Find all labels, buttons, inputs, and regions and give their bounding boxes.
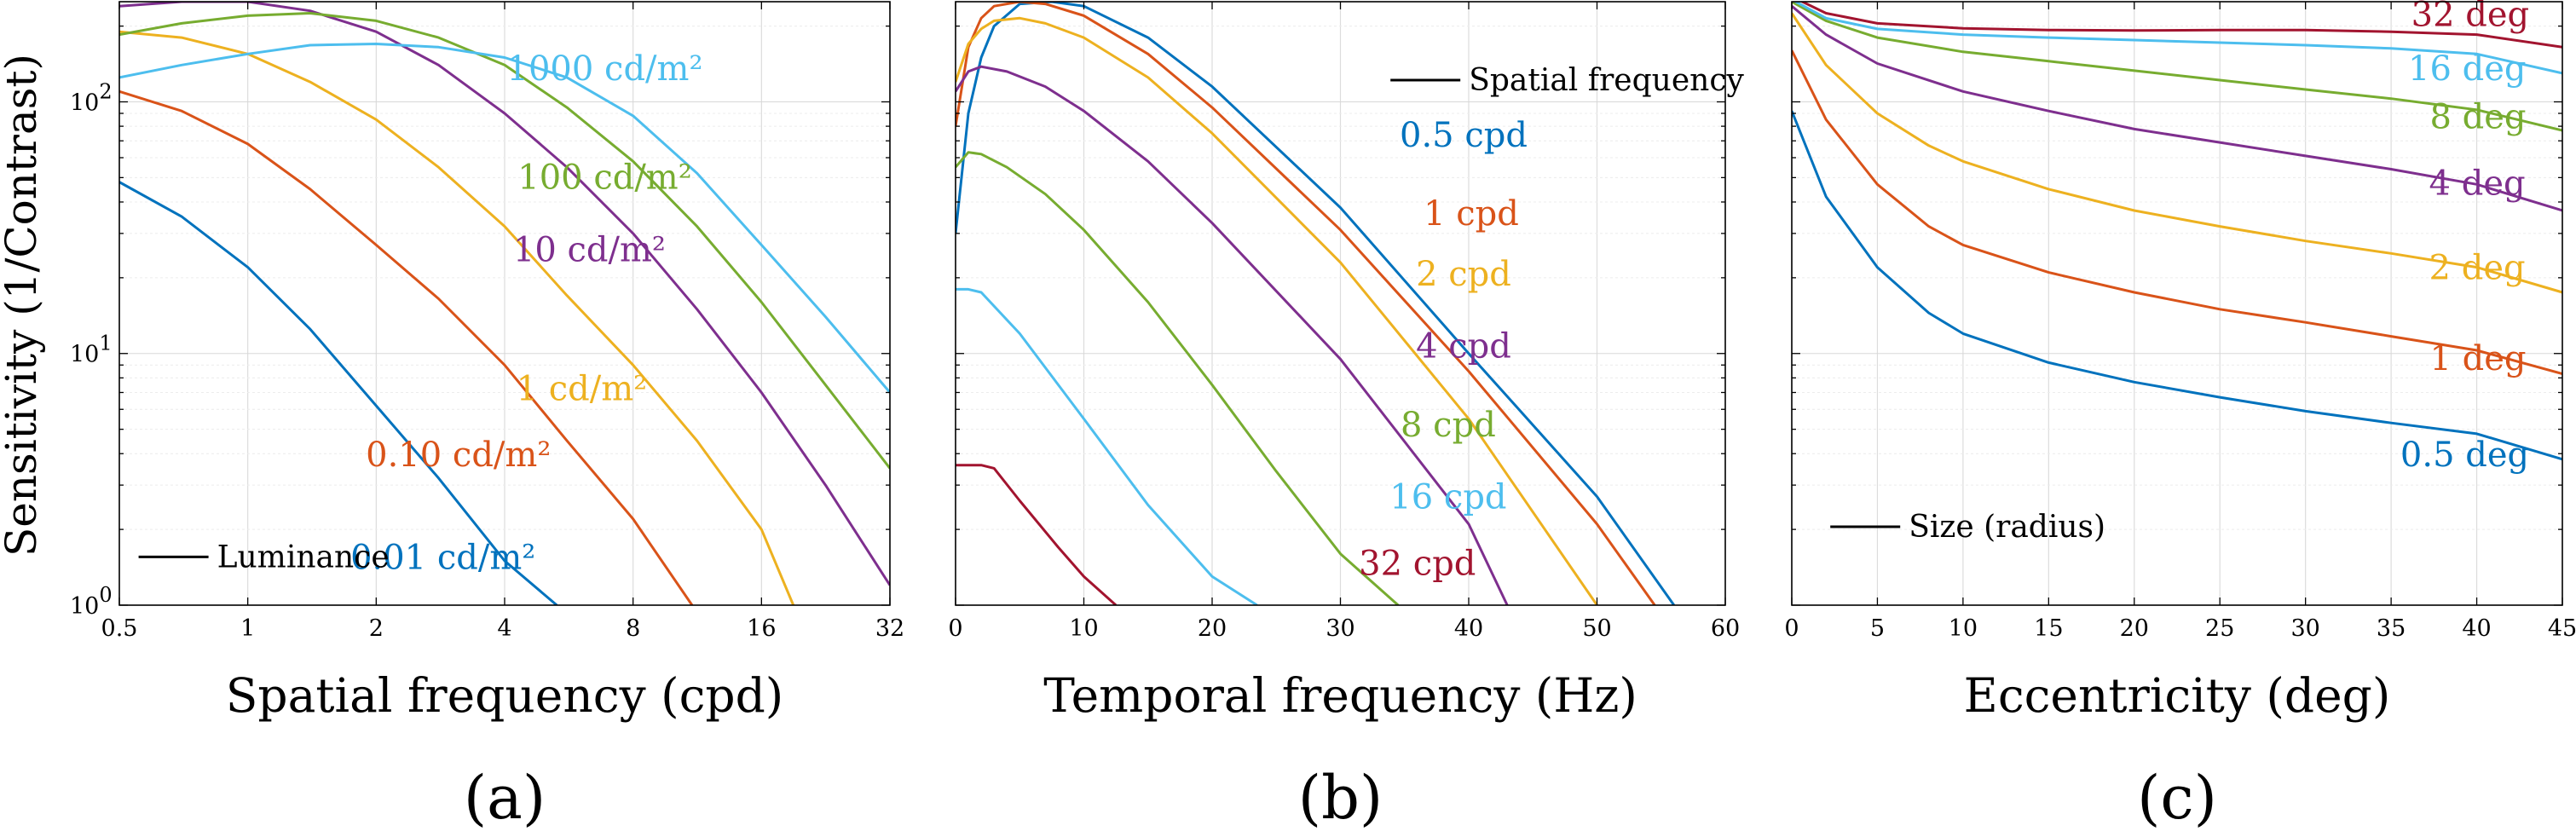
legend-text: Spatial frequency — [1469, 63, 1744, 98]
series-line-0-5-deg — [1792, 110, 2562, 461]
series-label: 16 cpd — [1389, 478, 1506, 517]
series-line-8-cpd — [956, 151, 1400, 605]
series-group — [1792, 2, 2562, 461]
x-tick-label: 20 — [2120, 615, 2149, 642]
x-tick-label: 60 — [1711, 615, 1740, 642]
grid — [955, 2, 1726, 606]
x-axis-label: Temporal frequency (Hz) — [1043, 668, 1637, 723]
x-tick-label: 10 — [1069, 615, 1098, 642]
series-label: 4 deg — [2429, 165, 2526, 204]
x-tick-label: 1 — [240, 615, 255, 642]
series-line-32-cpd — [956, 464, 1118, 605]
x-tick-label: 45 — [2548, 615, 2576, 642]
series-label: 0.5 cpd — [1400, 116, 1528, 155]
series-line-16-deg — [1793, 2, 2562, 75]
panel-b: 0.5 cpd 1 cpd 2 cpd 4 cpd 8 cpd 16 cpd 32 cpd 0… — [948, 1, 1744, 833]
series-label: 32 deg — [2411, 0, 2530, 34]
panel-a: 0.01 cd/m² 0.10 cd/m² 1 cd/m² 10 cd/m² 100 c… — [70, 1, 904, 833]
series-label: 8 cpd — [1401, 406, 1496, 445]
x-tick-label: 0 — [948, 615, 962, 642]
series-label: 1 cd/m² — [517, 369, 648, 408]
series-line-1000-cd-m- — [119, 43, 890, 394]
series-line-10-cd-m- — [119, 2, 890, 586]
x-tick-label: 25 — [2205, 615, 2234, 642]
plot-frame — [1791, 1, 2563, 606]
x-tick-label: 0.5 — [101, 615, 138, 642]
x-tick-label: 2 — [369, 615, 384, 642]
series-line-4-cpd — [956, 65, 1509, 605]
x-tick-label: 40 — [1454, 615, 1483, 642]
panel-c: 0.5 deg 1 deg 2 deg 4 deg 8 deg 16 deg 32 deg 0… — [1784, 0, 2576, 833]
series-line-16-cpd — [956, 287, 1258, 605]
series-label: 1000 cd/m² — [507, 49, 703, 89]
x-axis-label: Spatial frequency (cpd) — [226, 668, 784, 723]
x-tick-label: 15 — [2034, 615, 2063, 642]
x-tick-label: 20 — [1198, 615, 1227, 642]
series-line-0-01-cd-m- — [119, 181, 558, 605]
panel-letter: (b) — [1298, 763, 1383, 833]
series-label: 2 cpd — [1416, 255, 1511, 294]
series-line-0-10-cd-m- — [119, 89, 694, 605]
y-tick-label: 102 — [70, 79, 113, 116]
series-group — [119, 2, 890, 605]
series-line-32-deg — [1799, 2, 2562, 49]
x-tick-label: 0 — [1784, 615, 1799, 642]
x-tick-label: 32 — [875, 615, 904, 642]
series-label: 4 cpd — [1416, 327, 1511, 367]
legend-text: Luminance — [217, 540, 390, 574]
x-tick-label: 8 — [626, 615, 640, 642]
grid — [1791, 2, 2563, 606]
series-line-4-deg — [1792, 5, 2562, 212]
x-tick-label: 40 — [2462, 615, 2491, 642]
x-tick-label: 16 — [747, 615, 776, 642]
x-axis-label: Eccentricity (deg) — [1964, 668, 2391, 723]
series-line-2-deg — [1792, 12, 2562, 294]
series-line-1-cpd — [956, 2, 1656, 605]
x-tick-label: 4 — [497, 615, 511, 642]
panel-letter: (c) — [2137, 763, 2217, 833]
legend-text: Size (radius) — [1909, 510, 2105, 545]
y-axis-label: Sensitivity (1/Contrast) — [0, 54, 46, 557]
series-group — [956, 2, 1676, 605]
series-label: 0.5 deg — [2400, 436, 2529, 475]
series-line-1-deg — [1792, 49, 2562, 376]
series-label: 100 cd/m² — [517, 158, 692, 197]
series-label: 10 cd/m² — [513, 230, 666, 269]
x-tick-label: 35 — [2377, 615, 2406, 642]
grid — [118, 2, 891, 606]
x-tick-label: 50 — [1582, 615, 1611, 642]
series-line-2-cpd — [956, 16, 1598, 605]
x-tick-label: 5 — [1870, 615, 1885, 642]
series-label: 16 deg — [2408, 49, 2527, 89]
series-label: 32 cpd — [1359, 545, 1476, 584]
series-label: 1 deg — [2429, 339, 2526, 378]
x-tick-label: 10 — [1949, 615, 1978, 642]
series-label: 0.01 cd/m² — [350, 539, 535, 578]
x-tick-label: 30 — [1326, 615, 1354, 642]
series-label: 2 deg — [2429, 249, 2526, 288]
y-tick-label: 101 — [70, 332, 113, 368]
panel-letter: (a) — [464, 763, 546, 833]
series-line-8-deg — [1792, 2, 2562, 132]
series-label: 8 deg — [2429, 98, 2526, 137]
x-tick-label: 30 — [2290, 615, 2319, 642]
series-label: 1 cpd — [1424, 194, 1519, 234]
series-line-1-cd-m- — [119, 30, 795, 605]
series-line-100-cd-m- — [119, 12, 890, 470]
y-tick-label: 100 — [70, 583, 113, 620]
series-label: 0.10 cd/m² — [366, 436, 551, 475]
